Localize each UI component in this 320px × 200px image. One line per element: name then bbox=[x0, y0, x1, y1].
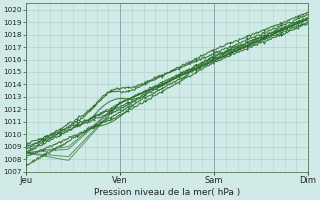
X-axis label: Pression niveau de la mer( hPa ): Pression niveau de la mer( hPa ) bbox=[94, 188, 240, 197]
